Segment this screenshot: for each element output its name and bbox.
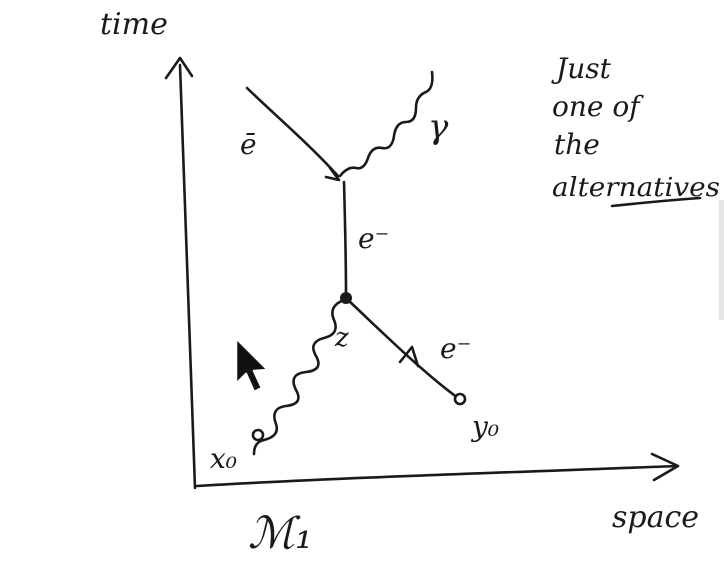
point-y0-dot — [453, 392, 467, 406]
z-boson-line — [252, 298, 346, 456]
right-edge-strip — [719, 200, 724, 320]
space-axis-arrowhead — [650, 452, 680, 482]
space-axis-label: space — [612, 500, 699, 535]
electron-right-arrowhead — [398, 345, 420, 368]
point-y0-label: y₀ — [470, 410, 499, 443]
photon-line — [338, 70, 434, 178]
electron-right-label: e⁻ — [440, 332, 471, 365]
note-line-1: Just — [551, 52, 612, 85]
space-axis — [195, 464, 680, 488]
electron-right-line — [346, 298, 460, 400]
time-axis-arrowhead — [164, 56, 194, 80]
time-axis-label: time — [100, 7, 168, 42]
electron-propagator-label: e⁻ — [358, 222, 389, 255]
electron-propagator-line — [342, 180, 348, 298]
note-underline — [610, 196, 702, 208]
electron-incoming-line — [245, 86, 340, 178]
point-x0-label: x₀ — [210, 442, 237, 475]
mouse-pointer-icon — [234, 336, 270, 394]
note-line-2: one of — [552, 90, 644, 123]
electron-incoming-arrowhead — [324, 166, 341, 182]
photon-label: γ — [428, 107, 449, 147]
vertex-z-label: z — [334, 323, 349, 353]
figure-caption-label: ℳ₁ — [248, 508, 313, 559]
note-line-3: the — [554, 128, 600, 161]
electron-incoming-label: ē — [240, 128, 257, 161]
point-x0-dot — [251, 428, 265, 442]
time-axis — [178, 63, 197, 490]
